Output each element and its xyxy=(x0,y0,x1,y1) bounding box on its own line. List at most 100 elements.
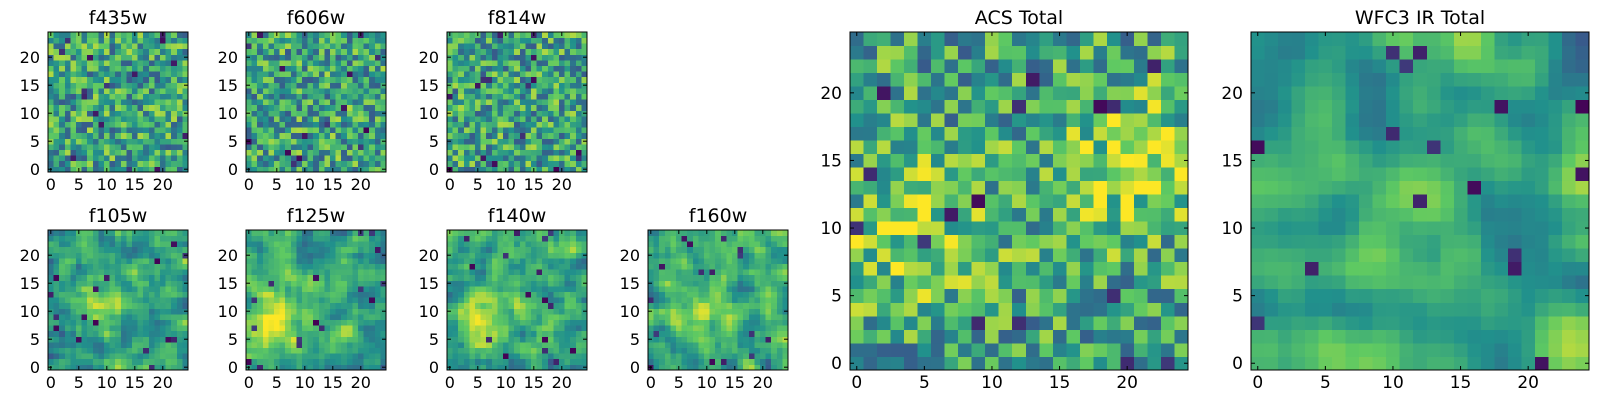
heatmap-cell xyxy=(257,132,264,139)
heatmap-cell xyxy=(508,144,515,150)
heatmap-cell xyxy=(971,180,986,195)
heatmap-cell xyxy=(268,274,275,281)
heatmap-cell xyxy=(104,99,110,106)
heatmap-cell xyxy=(776,347,783,354)
heatmap-cell xyxy=(313,155,320,162)
heatmap-cell xyxy=(1052,180,1067,195)
heatmap-cell xyxy=(463,99,470,106)
heatmap-cell xyxy=(698,364,705,371)
heatmap-cell xyxy=(369,76,376,83)
heatmap-cell xyxy=(285,138,292,145)
heatmap-cell xyxy=(143,116,150,122)
heatmap-cell xyxy=(480,358,487,365)
heatmap-cell xyxy=(76,54,82,61)
heatmap-cell xyxy=(653,353,660,360)
heatmap-cell xyxy=(904,207,918,222)
heatmap-cell xyxy=(570,166,577,173)
heatmap-cell xyxy=(165,258,172,264)
heatmap-cell xyxy=(137,60,144,66)
heatmap-cell xyxy=(115,155,122,162)
heatmap-cell xyxy=(143,291,150,298)
heatmap-cell xyxy=(380,60,387,66)
heatmap-cell xyxy=(519,347,526,354)
heatmap-cell xyxy=(553,37,560,44)
heatmap-cell xyxy=(92,121,99,128)
heatmap-cell xyxy=(137,342,144,348)
heatmap-cell xyxy=(251,269,258,276)
heatmap-cell xyxy=(536,358,543,365)
heatmap-cell xyxy=(324,347,331,354)
heatmap-cell xyxy=(497,274,504,281)
heatmap-cell xyxy=(452,269,459,276)
heatmap-cell xyxy=(296,297,303,304)
heatmap-cell xyxy=(171,330,178,337)
heatmap-cell xyxy=(508,160,515,167)
heatmap-cell xyxy=(115,302,122,309)
heatmap-cell xyxy=(251,144,258,150)
heatmap-cell xyxy=(1093,356,1108,371)
heatmap-cell xyxy=(330,297,336,304)
heatmap-cell xyxy=(519,144,526,150)
heatmap-cell xyxy=(743,342,750,348)
heatmap-cell xyxy=(76,60,82,66)
heatmap-cell xyxy=(182,132,189,139)
heatmap-cell xyxy=(570,138,577,145)
heatmap-cell xyxy=(318,132,325,139)
heatmap-cell xyxy=(704,269,710,276)
heatmap-cell xyxy=(341,166,348,173)
heatmap-cell xyxy=(369,127,376,134)
heatmap-cell xyxy=(318,269,325,276)
heatmap-cell xyxy=(374,110,381,117)
heatmap-cell xyxy=(958,315,973,330)
heatmap-cell xyxy=(53,280,60,287)
heatmap-cell xyxy=(285,358,292,365)
heatmap-cell xyxy=(132,99,138,106)
heatmap-cell xyxy=(581,121,588,128)
heatmap-cell xyxy=(687,246,694,253)
heatmap-cell xyxy=(251,99,258,106)
heatmap-cell xyxy=(491,274,498,281)
heatmap-cell xyxy=(553,280,560,287)
heatmap-cell xyxy=(531,353,537,360)
heatmap-cell xyxy=(463,274,470,281)
heatmap-cell xyxy=(279,286,286,292)
heatmap-cell xyxy=(87,280,94,287)
heatmap-cell xyxy=(380,99,387,106)
heatmap-cell xyxy=(268,269,275,276)
heatmap-cell xyxy=(670,230,677,236)
heatmap-cell xyxy=(519,274,526,281)
heatmap-cell xyxy=(648,319,654,326)
heatmap-cell xyxy=(486,358,493,365)
heatmap-cell xyxy=(458,71,465,78)
heatmap-cell xyxy=(290,342,297,348)
heatmap-cell xyxy=(274,308,280,315)
heatmap-cell xyxy=(776,274,783,281)
heatmap-cell xyxy=(782,235,789,242)
heatmap-cell xyxy=(575,132,582,139)
heatmap-cell xyxy=(508,71,515,78)
heatmap-cell xyxy=(475,235,481,242)
heatmap-cell xyxy=(564,144,571,150)
heatmap-cell xyxy=(257,48,264,55)
heatmap-cell xyxy=(877,329,891,344)
heatmap-cell xyxy=(307,258,314,264)
heatmap-cell xyxy=(104,286,110,292)
heatmap-cell xyxy=(720,274,727,281)
heatmap-cell xyxy=(274,121,280,128)
heatmap-cell xyxy=(341,336,348,343)
heatmap-cell xyxy=(452,330,459,337)
heatmap-cell xyxy=(176,358,183,365)
heatmap-cell xyxy=(514,302,521,309)
heatmap-cell xyxy=(182,342,189,348)
heatmap-cell xyxy=(70,132,77,139)
heatmap-cell xyxy=(1025,194,1040,209)
heatmap-cell xyxy=(290,54,297,61)
heatmap-cell xyxy=(120,121,127,128)
heatmap-cell xyxy=(497,291,504,298)
heatmap-cell xyxy=(676,274,682,281)
heatmap-cell xyxy=(486,65,493,72)
heatmap-cell xyxy=(486,138,493,145)
heatmap-cell xyxy=(70,336,77,343)
heatmap-cell xyxy=(720,347,727,354)
heatmap-cell xyxy=(463,286,470,292)
